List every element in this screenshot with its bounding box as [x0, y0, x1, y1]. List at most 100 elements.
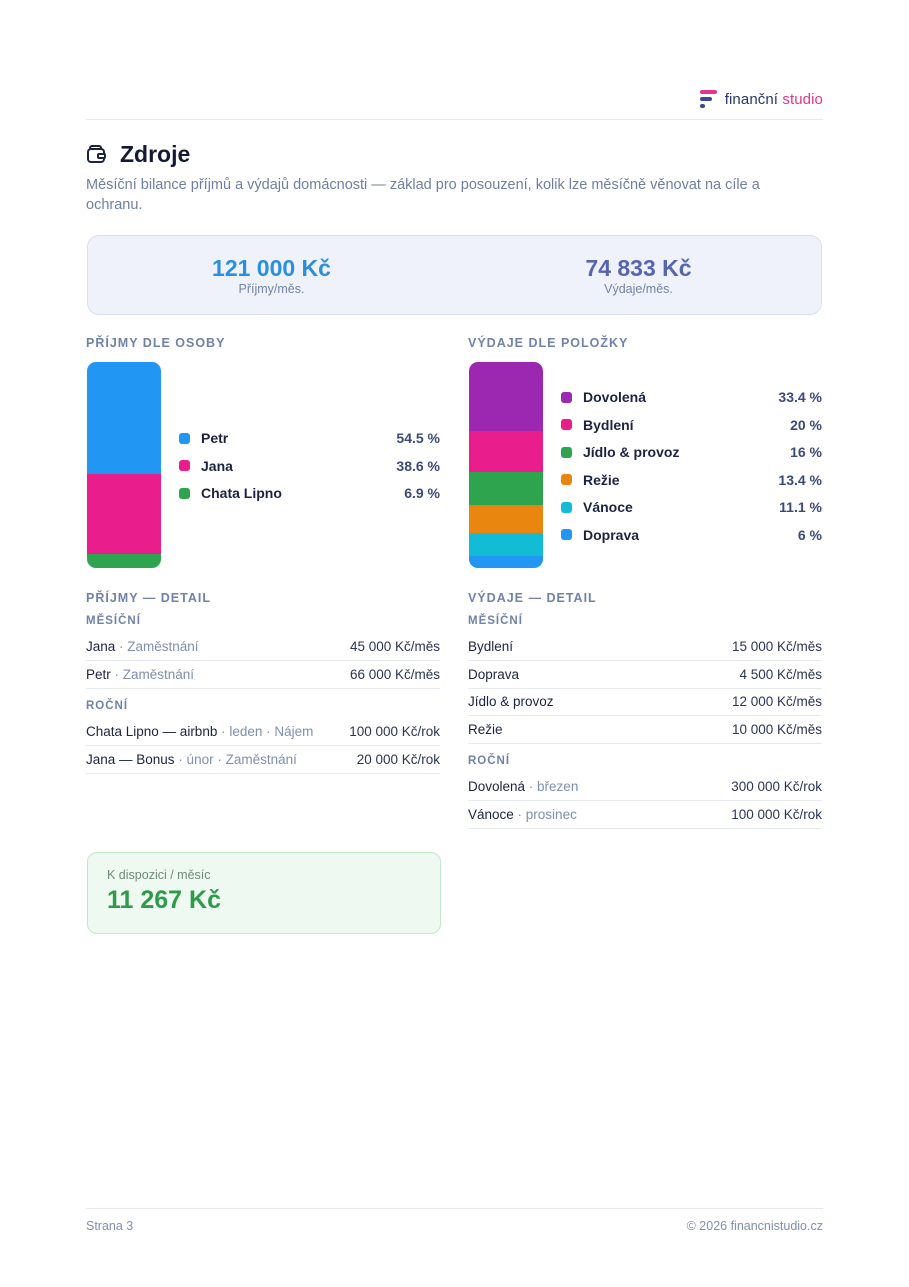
expense-legend-item-doprava: Doprava 6 %: [561, 525, 822, 545]
legend-swatch: [179, 460, 190, 471]
detail-row-value: 4 500 Kč/měs: [739, 666, 822, 682]
detail-row-label: Bydlení: [468, 639, 513, 654]
page-title-row: Zdroje: [86, 141, 190, 168]
detail-row: Doprava 4 500 Kč/měs: [468, 661, 822, 689]
legend-percent: 6 %: [797, 526, 822, 543]
expense-stacked-bar: [469, 362, 543, 568]
detail-row-value: 20 000 Kč/rok: [356, 751, 440, 767]
detail-row-value: 10 000 Kč/měs: [731, 721, 822, 737]
expense-legend-item-jidlo-provoz: Jídlo & provoz 16 %: [561, 442, 822, 462]
legend-percent: 38.6 %: [396, 457, 440, 474]
income-total-label: Příjmy/měs.: [238, 282, 305, 296]
detail-row-name: Jídlo & provoz: [468, 694, 554, 709]
brand-wordmark: finanční studio: [725, 91, 823, 108]
legend-label: Režie: [583, 471, 620, 488]
expense-segment-jidlo-provoz: [469, 472, 543, 505]
legend-label: Petr: [201, 430, 229, 446]
detail-row: Režie 10 000 Kč/měs: [468, 716, 822, 744]
detail-row-value: 45 000 Kč/měs: [349, 639, 440, 654]
detail-row-name: Dovolená: [468, 779, 526, 794]
income-legend-item-petr: Petr 54.5 %: [179, 428, 440, 448]
income-detail-heading: PŘÍJMY — DETAIL: [86, 591, 211, 605]
expense-legend-item-vanoce: Vánoce 11.1 %: [561, 497, 822, 517]
expense-total: 74 833 Kč: [585, 255, 692, 281]
summary-expense: 74 833 Kč Výdaje/měs.: [455, 254, 822, 296]
income-legend-item-chata-lipno: Chata Lipno 6.9 %: [179, 483, 440, 503]
legend-label: Vánoce: [583, 499, 633, 515]
brand-logo: finanční studio: [699, 88, 823, 110]
expense-segment-dovolena: [469, 362, 543, 431]
detail-row: Petr · Zaměstnání 66 000 Kč/měs: [86, 661, 440, 689]
legend-percent: 16 %: [790, 444, 822, 460]
income-yearly-heading: ROČNÍ: [86, 700, 129, 712]
legend-swatch: [179, 432, 190, 444]
expense-segment-doprava: [469, 556, 543, 568]
legend-label: Dovolená: [583, 389, 647, 405]
legend-swatch: [561, 391, 572, 403]
page-subtitle: Měsíční bilance příjmů a výdajů domácnos…: [86, 177, 760, 213]
legend-percent: 6.9 %: [404, 485, 440, 501]
expense-yearly-heading: ROČNÍ: [468, 755, 511, 767]
available-value: 11 267 Kč: [107, 886, 221, 914]
brand-word-2: studio: [782, 90, 823, 108]
detail-row: Vánoce · prosinec 100 000 Kč/rok: [468, 801, 822, 829]
legend-percent: 13.4 %: [778, 471, 822, 488]
income-total: 121 000 Kč: [212, 255, 331, 281]
detail-row-label: Vánoce · prosinec: [468, 807, 577, 822]
detail-row-label: Petr · Zaměstnání: [86, 667, 194, 682]
detail-row: Jídlo & provoz 12 000 Kč/měs: [468, 688, 822, 716]
legend-swatch: [179, 487, 190, 499]
footer-copyright: © 2026 financnistudio.cz: [686, 1219, 823, 1233]
legend-label: Doprava: [583, 526, 640, 543]
footer-divider: [86, 1208, 823, 1209]
detail-row-meta: · Zaměstnání: [110, 666, 195, 682]
detail-row-value: 66 000 Kč/měs: [349, 666, 440, 682]
expense-by-item-heading: VÝDAJE DLE POLOŽKY: [468, 336, 629, 350]
detail-row-name: Režie: [468, 721, 503, 737]
legend-label: Jídlo & provoz: [583, 444, 680, 460]
income-segment-jana: [87, 474, 161, 554]
legend-percent: 33.4 %: [778, 389, 822, 405]
detail-row: Chata Lipno — airbnb · leden · Nájem 100 …: [86, 718, 440, 746]
detail-row-meta: · prosinec: [513, 806, 577, 822]
income-by-person-heading: PŘÍJMY DLE OSOBY: [86, 336, 226, 350]
detail-row-label: Režie: [468, 722, 503, 737]
legend-label: Jana: [201, 457, 233, 474]
detail-row-meta: · leden · Nájem: [217, 724, 314, 739]
income-legend-item-jana: Jana 38.6 %: [179, 456, 440, 476]
legend-swatch: [561, 474, 572, 485]
expense-monthly-heading: MĚSÍČNÍ: [468, 615, 523, 627]
brand-mark-icon: [699, 89, 719, 109]
legend-label: Chata Lipno: [201, 485, 282, 501]
detail-row-name: Chata Lipno — airbnb: [86, 724, 218, 739]
brand-word-1: finanční: [724, 90, 779, 108]
detail-row-name: Vánoce: [468, 806, 514, 822]
detail-row: Jana — Bonus · únor · Zaměstnání 20 000 K…: [86, 746, 440, 774]
detail-row-label: Jídlo & provoz: [468, 694, 554, 709]
legend-label: Bydlení: [583, 416, 634, 433]
expense-legend: Dovolená 33.4 % Bydlení 20 % Jídlo & provoz 1…: [561, 387, 822, 547]
income-segment-chata-lipno: [87, 554, 161, 568]
expense-legend-item-bydleni: Bydlení 20 %: [561, 415, 822, 435]
detail-row: Bydlení 15 000 Kč/měs: [468, 633, 822, 661]
summary-box: 121 000 Kč Příjmy/měs. 74 833 Kč Výdaje/…: [87, 235, 822, 315]
available-label: K dispozici / měsíc: [107, 868, 211, 882]
legend-swatch: [561, 446, 572, 458]
detail-row: Jana · Zaměstnání 45 000 Kč/měs: [86, 633, 440, 661]
page: finanční studio Zdroje Měsíční bilance p…: [86, 0, 823, 1287]
detail-row-meta: · Zaměstnání: [115, 639, 199, 654]
detail-row-meta: · březen: [525, 779, 579, 794]
expense-detail-heading: VÝDAJE — DETAIL: [468, 591, 597, 605]
detail-row-label: Chata Lipno — airbnb · leden · Nájem: [86, 724, 313, 739]
detail-row-name: Jana — Bonus: [86, 751, 175, 767]
legend-swatch: [561, 529, 572, 540]
expense-legend-item-dovolena: Dovolená 33.4 %: [561, 387, 822, 407]
detail-row-value: 100 000 Kč/rok: [731, 806, 822, 822]
detail-row-value: 300 000 Kč/rok: [731, 779, 822, 794]
page-number: Strana 3: [86, 1219, 134, 1233]
detail-row-label: Doprava: [468, 667, 519, 682]
detail-row-label: Dovolená · březen: [468, 779, 578, 794]
summary-income: 121 000 Kč Příjmy/měs.: [88, 254, 455, 296]
page-title: Zdroje: [120, 141, 191, 167]
wallet-icon: [86, 144, 108, 165]
